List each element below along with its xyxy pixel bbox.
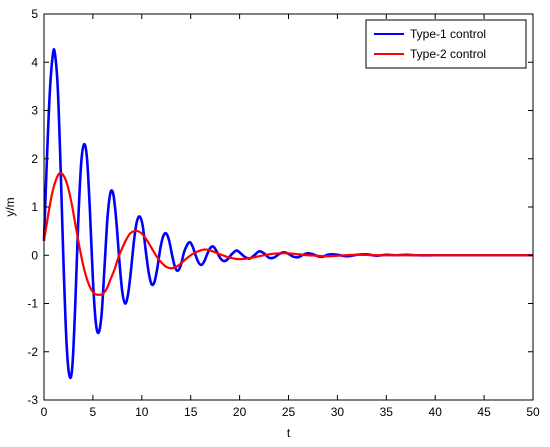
legend-entry-type-1: Type-1 control bbox=[410, 27, 486, 41]
y-tick-label: 5 bbox=[31, 7, 38, 21]
y-tick-label: 4 bbox=[31, 55, 38, 69]
x-tick-label: 40 bbox=[429, 405, 443, 419]
y-tick-label: -1 bbox=[27, 297, 38, 311]
y-tick-label: 3 bbox=[31, 104, 38, 118]
x-tick-label: 5 bbox=[90, 405, 97, 419]
x-tick-label: 10 bbox=[135, 405, 149, 419]
y-axis-label: y/m bbox=[3, 197, 17, 216]
x-tick-label: 35 bbox=[380, 405, 394, 419]
x-tick-label: 45 bbox=[477, 405, 491, 419]
x-tick-label: 20 bbox=[233, 405, 247, 419]
x-tick-label: 25 bbox=[282, 405, 296, 419]
x-axis-label: t bbox=[287, 426, 291, 440]
y-tick-label: -2 bbox=[27, 345, 38, 359]
legend-entry-type-2: Type-2 control bbox=[410, 47, 486, 61]
y-tick-label: -3 bbox=[27, 393, 38, 407]
y-tick-label: 0 bbox=[31, 248, 38, 262]
y-tick-label: 2 bbox=[31, 152, 38, 166]
series-layer bbox=[42, 48, 533, 380]
y-tick-label: 1 bbox=[31, 200, 38, 214]
legend: Type-1 control Type-2 control bbox=[365, 19, 527, 69]
legend-box bbox=[365, 19, 527, 69]
x-tick-label: 0 bbox=[41, 405, 48, 419]
x-tick-label: 30 bbox=[331, 405, 345, 419]
x-tick-label: 50 bbox=[526, 405, 540, 419]
x-tick-label: 15 bbox=[184, 405, 198, 419]
series-line-type-2-control bbox=[42, 171, 533, 296]
plot-area bbox=[44, 14, 533, 400]
